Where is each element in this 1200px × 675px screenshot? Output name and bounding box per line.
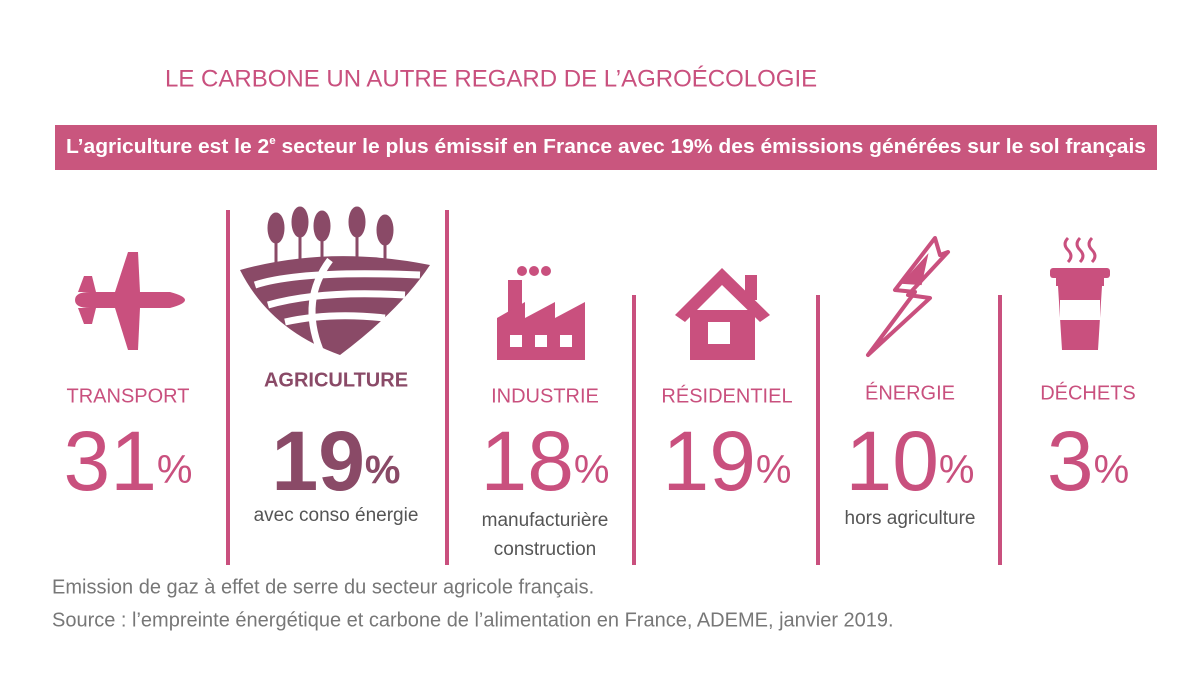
percentage-value: 19	[271, 414, 364, 508]
percentage-unit: %	[157, 448, 193, 492]
sector-name: AGRICULTURE	[264, 369, 408, 391]
footer-line: Source : l’empreinte énergétique et carb…	[52, 609, 894, 631]
percentage: 10%	[845, 414, 974, 508]
sector-note: hors agriculture	[845, 508, 976, 529]
sector-note: avec conso énergie	[254, 505, 419, 526]
percentage: 31%	[63, 414, 192, 508]
percentage-value: 19	[662, 414, 755, 508]
banner	[55, 125, 1157, 170]
percentage-value: 18	[480, 414, 573, 508]
percentage: 19%	[662, 414, 791, 508]
banner-part: L’agriculture est le 2	[66, 136, 269, 158]
percentage-unit: %	[756, 448, 792, 492]
title: LE CARBONE UN AUTRE REGARD DE L’AGROÉCOL…	[165, 65, 817, 92]
percentage: 19%	[271, 414, 400, 508]
percentage-unit: %	[1094, 448, 1130, 492]
icon-cup	[1050, 236, 1110, 350]
percentage-unit: %	[574, 448, 610, 492]
dividers	[226, 210, 1002, 565]
footer-line: Emission de gaz à effet de serre du sect…	[52, 576, 594, 598]
icon-agriculture	[240, 206, 430, 355]
sector-name: INDUSTRIE	[491, 385, 599, 407]
percentage-unit: %	[365, 448, 401, 492]
icon-house	[675, 268, 770, 360]
sector-name: TRANSPORT	[67, 385, 190, 407]
percentage: 18%	[480, 414, 609, 508]
sector-name: RÉSIDENTIEL	[661, 384, 792, 407]
banner-part: secteur le plus émissif en France avec 1…	[276, 136, 1146, 158]
icon-energy	[866, 236, 950, 357]
icon-factory	[497, 266, 585, 360]
icon-plane	[75, 252, 185, 350]
percentage-unit: %	[939, 448, 975, 492]
sector-note: manufacturière	[482, 510, 609, 531]
banner-sup: e	[269, 135, 275, 147]
percentage-value: 31	[63, 414, 156, 508]
percentage-value: 3	[1047, 414, 1094, 508]
percentage-value: 10	[845, 414, 938, 508]
percentage: 3%	[1047, 414, 1129, 508]
sector-note: construction	[494, 539, 596, 560]
sector-name: ÉNERGIE	[865, 381, 955, 404]
sector-name: DÉCHETS	[1040, 381, 1136, 404]
